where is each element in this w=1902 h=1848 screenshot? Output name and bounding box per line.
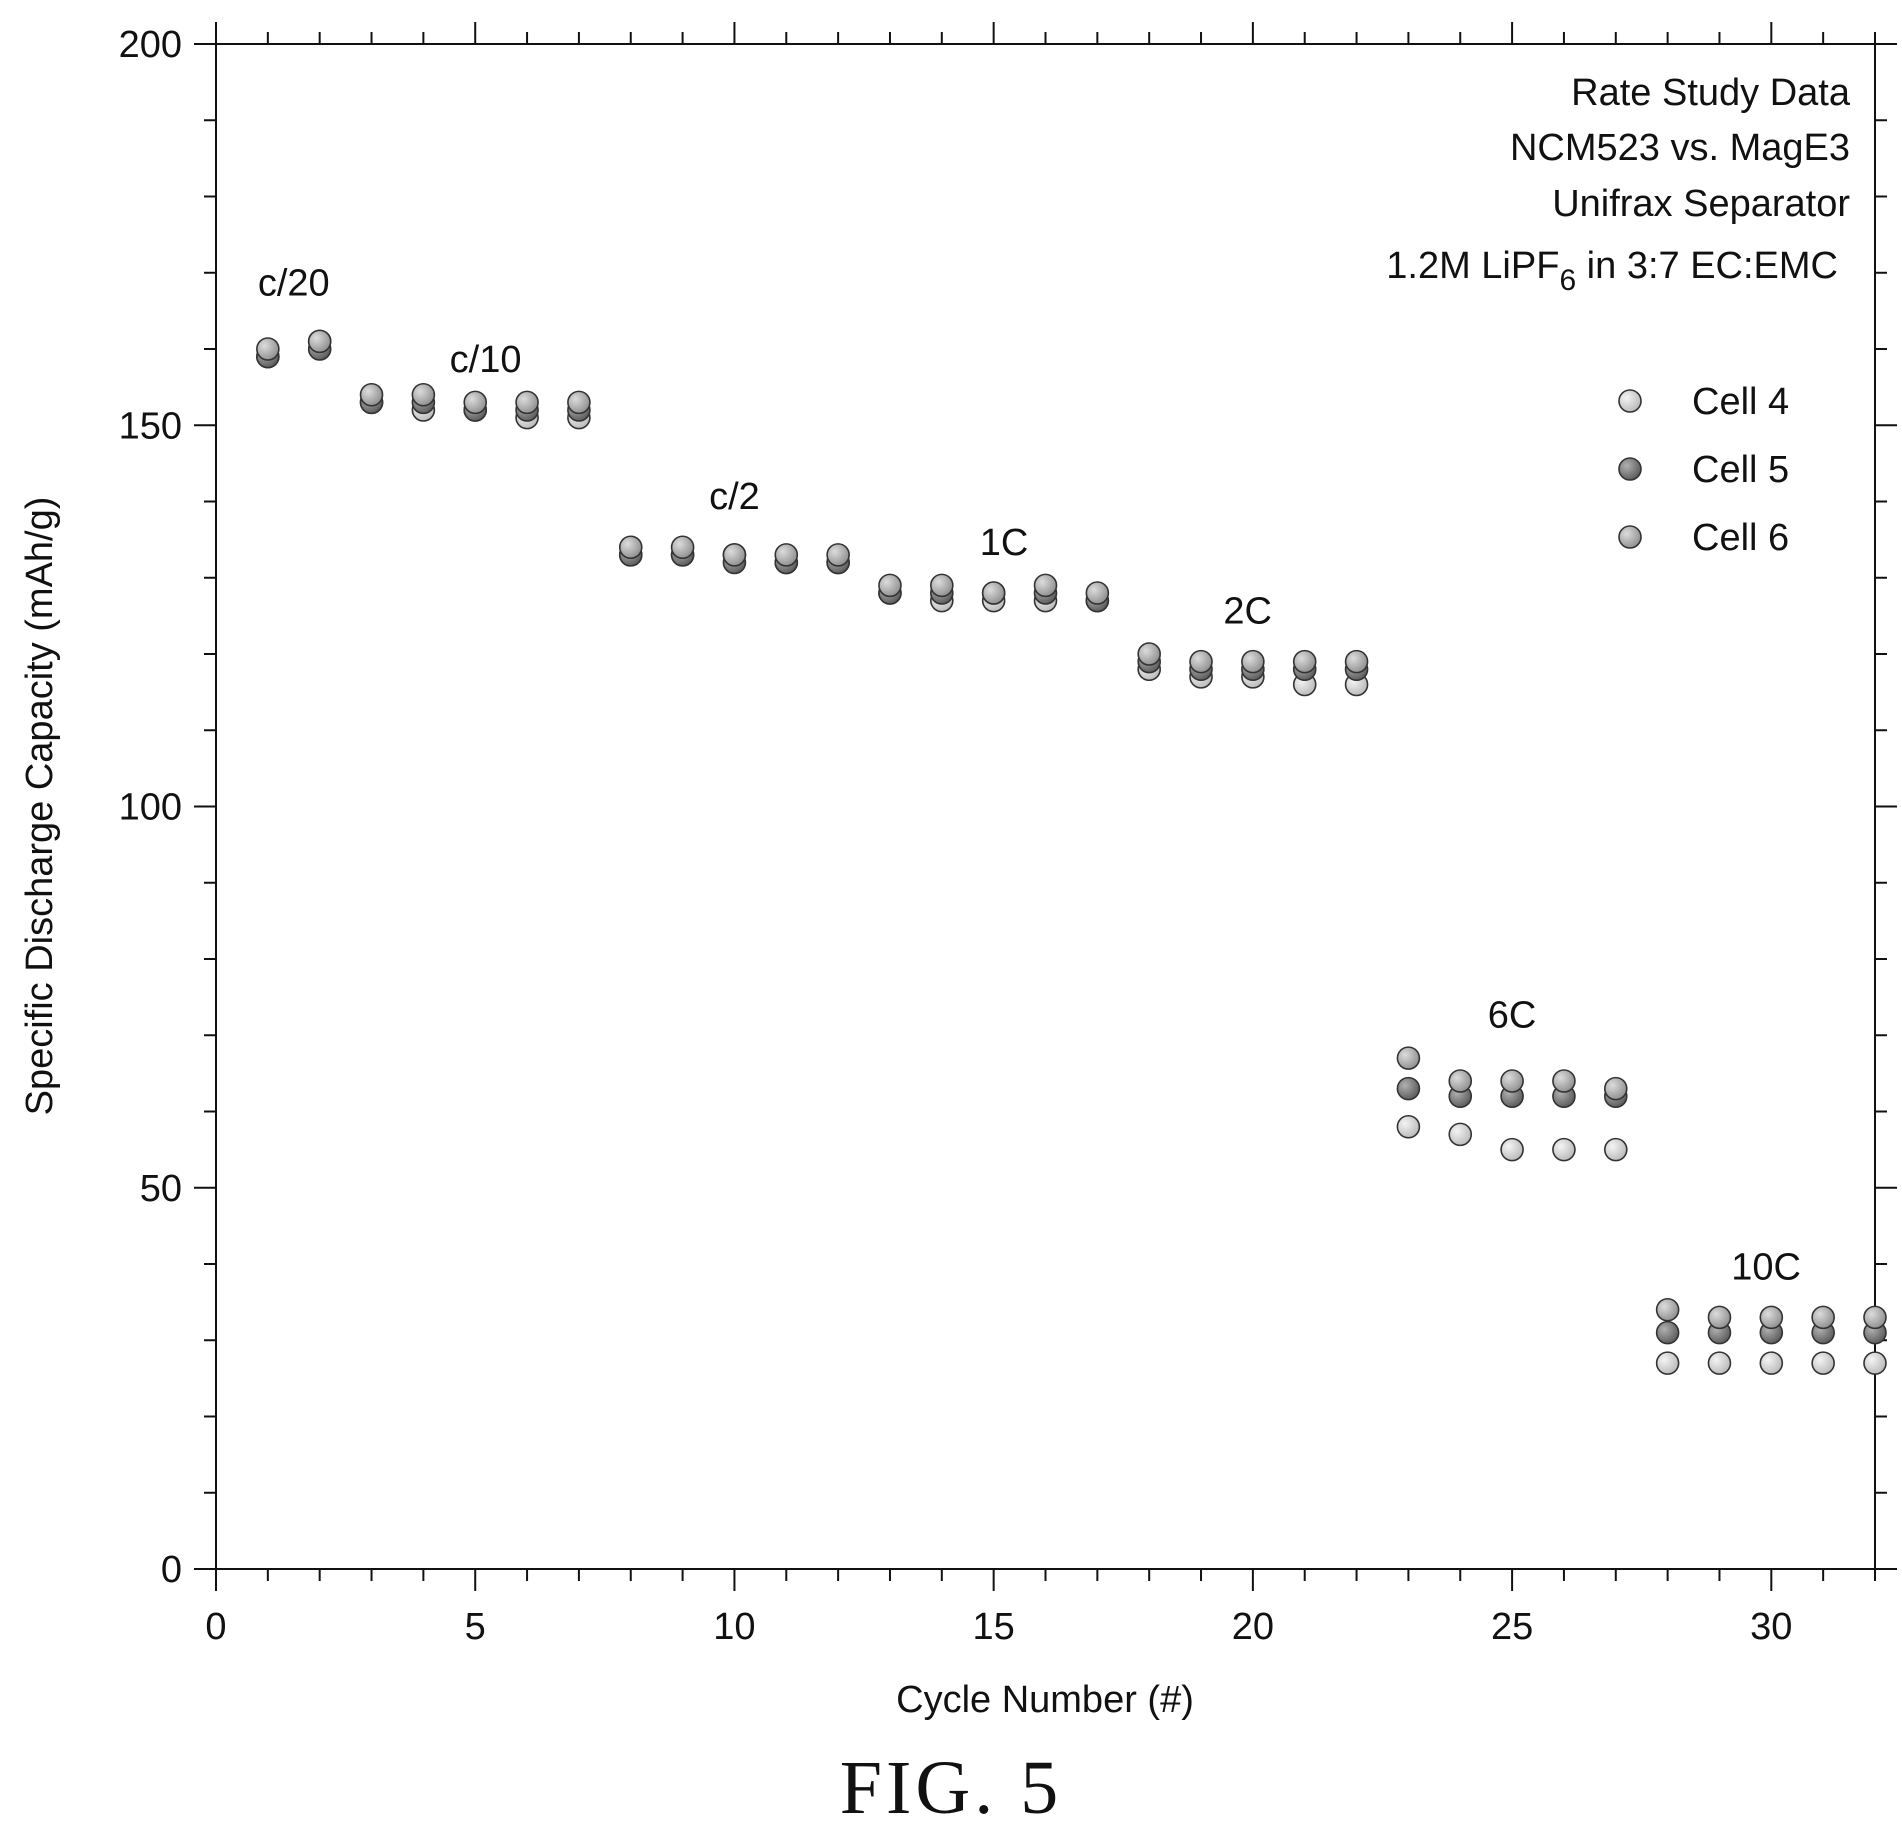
legend-marker-cell-6 [1618, 525, 1642, 549]
x-axis-label: Cycle Number (#) [896, 1679, 1194, 1721]
point-cell-4-cycle-31 [1811, 1351, 1835, 1375]
x-tick-label-15: 15 [973, 1606, 1015, 1648]
rate-label-6c: 6C [1488, 995, 1537, 1037]
legend: Cell 4 Cell 5 Cell 6 [1618, 381, 1789, 559]
point-cell-6-cycle-29 [1707, 1305, 1732, 1330]
point-cell-6-cycle-19 [1189, 649, 1213, 674]
y-tick-label-100: 100 [119, 787, 182, 829]
axis-tick-labels: 0 5 10 15 20 25 30 0 50 100 150 200 [119, 24, 1793, 1648]
point-cell-6-cycle-21 [1292, 649, 1317, 674]
y-tick-label-150: 150 [119, 405, 182, 447]
point-cell-4-cycle-24 [1448, 1122, 1473, 1147]
point-cell-6-cycle-28 [1655, 1297, 1680, 1322]
y-tick-label-0: 0 [161, 1549, 182, 1591]
annotation-line-2: NCM523 vs. MagE3 [1510, 127, 1850, 169]
point-cell-6-cycle-9 [670, 535, 695, 560]
x-tick-label-25: 25 [1491, 1606, 1533, 1648]
annotation-line-1: Rate Study Data [1571, 72, 1851, 114]
point-cell-5-cycle-28 [1655, 1320, 1680, 1345]
point-cell-6-cycle-18 [1137, 642, 1161, 666]
rate-label-2c: 2C [1223, 591, 1272, 633]
point-cell-6-cycle-6 [515, 390, 539, 415]
point-cell-6-cycle-2 [307, 329, 332, 354]
x-tick-label-0: 0 [205, 1606, 226, 1648]
y-tick-label-50: 50 [140, 1168, 182, 1210]
series-cell-5 [256, 337, 1887, 1345]
rate-label-c-10: c/10 [450, 339, 522, 381]
point-cell-6-cycle-10 [722, 543, 747, 567]
series-cell-4 [256, 329, 1887, 1375]
point-cell-6-cycle-32 [1863, 1305, 1887, 1330]
point-cell-6-cycle-17 [1085, 581, 1110, 605]
legend-label-cell-6: Cell 6 [1692, 517, 1789, 559]
point-cell-4-cycle-29 [1707, 1351, 1732, 1375]
annotation-box: Rate Study Data NCM523 vs. MagE3 Unifrax… [1386, 72, 1851, 297]
point-cell-6-cycle-20 [1241, 649, 1265, 674]
figure-caption: FIG. 5 [839, 1746, 1063, 1830]
rate-labels: c/20 c/10 c/2 1C 2C 6C 10C [258, 263, 1801, 1289]
point-cell-6-cycle-31 [1811, 1305, 1835, 1330]
point-cell-6-cycle-8 [618, 535, 643, 560]
rate-label-c-20: c/20 [258, 263, 330, 305]
point-cell-6-cycle-30 [1759, 1305, 1784, 1330]
x-tick-label-10: 10 [713, 1606, 755, 1648]
point-cell-4-cycle-28 [1655, 1351, 1680, 1375]
x-tick-label-20: 20 [1232, 1606, 1274, 1648]
point-cell-6-cycle-13 [878, 573, 902, 598]
point-cell-4-cycle-30 [1759, 1351, 1784, 1375]
rate-label-1c: 1C [980, 522, 1029, 564]
point-cell-6-cycle-24 [1448, 1069, 1473, 1093]
y-axis-label: Specific Discharge Capacity (mAh/g) [19, 497, 61, 1116]
point-cell-6-cycle-26 [1552, 1069, 1576, 1093]
point-cell-6-cycle-3 [359, 382, 384, 407]
point-cell-4-cycle-32 [1863, 1351, 1887, 1375]
point-cell-6-cycle-23 [1396, 1046, 1421, 1070]
point-cell-5-cycle-23 [1396, 1076, 1421, 1101]
point-cell-6-cycle-4 [411, 382, 436, 407]
point-cell-6-cycle-27 [1603, 1076, 1628, 1101]
x-tick-label-5: 5 [465, 1606, 486, 1648]
legend-marker-cell-4 [1618, 389, 1642, 413]
point-cell-6-cycle-25 [1500, 1069, 1524, 1093]
point-cell-6-cycle-22 [1344, 649, 1369, 674]
series-cell-6 [256, 329, 1887, 1330]
point-cell-6-cycle-15 [981, 581, 1006, 605]
point-cell-6-cycle-11 [774, 543, 799, 567]
point-cell-6-cycle-16 [1033, 573, 1058, 598]
legend-label-cell-4: Cell 4 [1692, 381, 1789, 423]
legend-label-cell-5: Cell 5 [1692, 449, 1789, 491]
point-cell-6-cycle-7 [567, 390, 591, 415]
x-tick-label-30: 30 [1750, 1606, 1792, 1648]
point-cell-6-cycle-1 [256, 337, 280, 361]
point-cell-4-cycle-27 [1603, 1137, 1628, 1162]
point-cell-4-cycle-26 [1552, 1137, 1576, 1162]
rate-label-10c: 10C [1731, 1246, 1801, 1288]
point-cell-6-cycle-5 [463, 390, 488, 415]
y-tick-label-200: 200 [119, 24, 182, 66]
legend-marker-cell-5 [1618, 457, 1642, 481]
rate-label-c-2: c/2 [709, 476, 760, 518]
data-points [256, 329, 1887, 1375]
point-cell-4-cycle-23 [1396, 1114, 1421, 1139]
point-cell-4-cycle-25 [1500, 1137, 1524, 1162]
point-cell-6-cycle-12 [826, 543, 850, 567]
annotation-line-3: Unifrax Separator [1552, 183, 1850, 225]
point-cell-6-cycle-14 [930, 573, 954, 598]
electrolyte-note: 1.2M LiPF6 in 3:7 EC:EMC [1386, 245, 1838, 297]
